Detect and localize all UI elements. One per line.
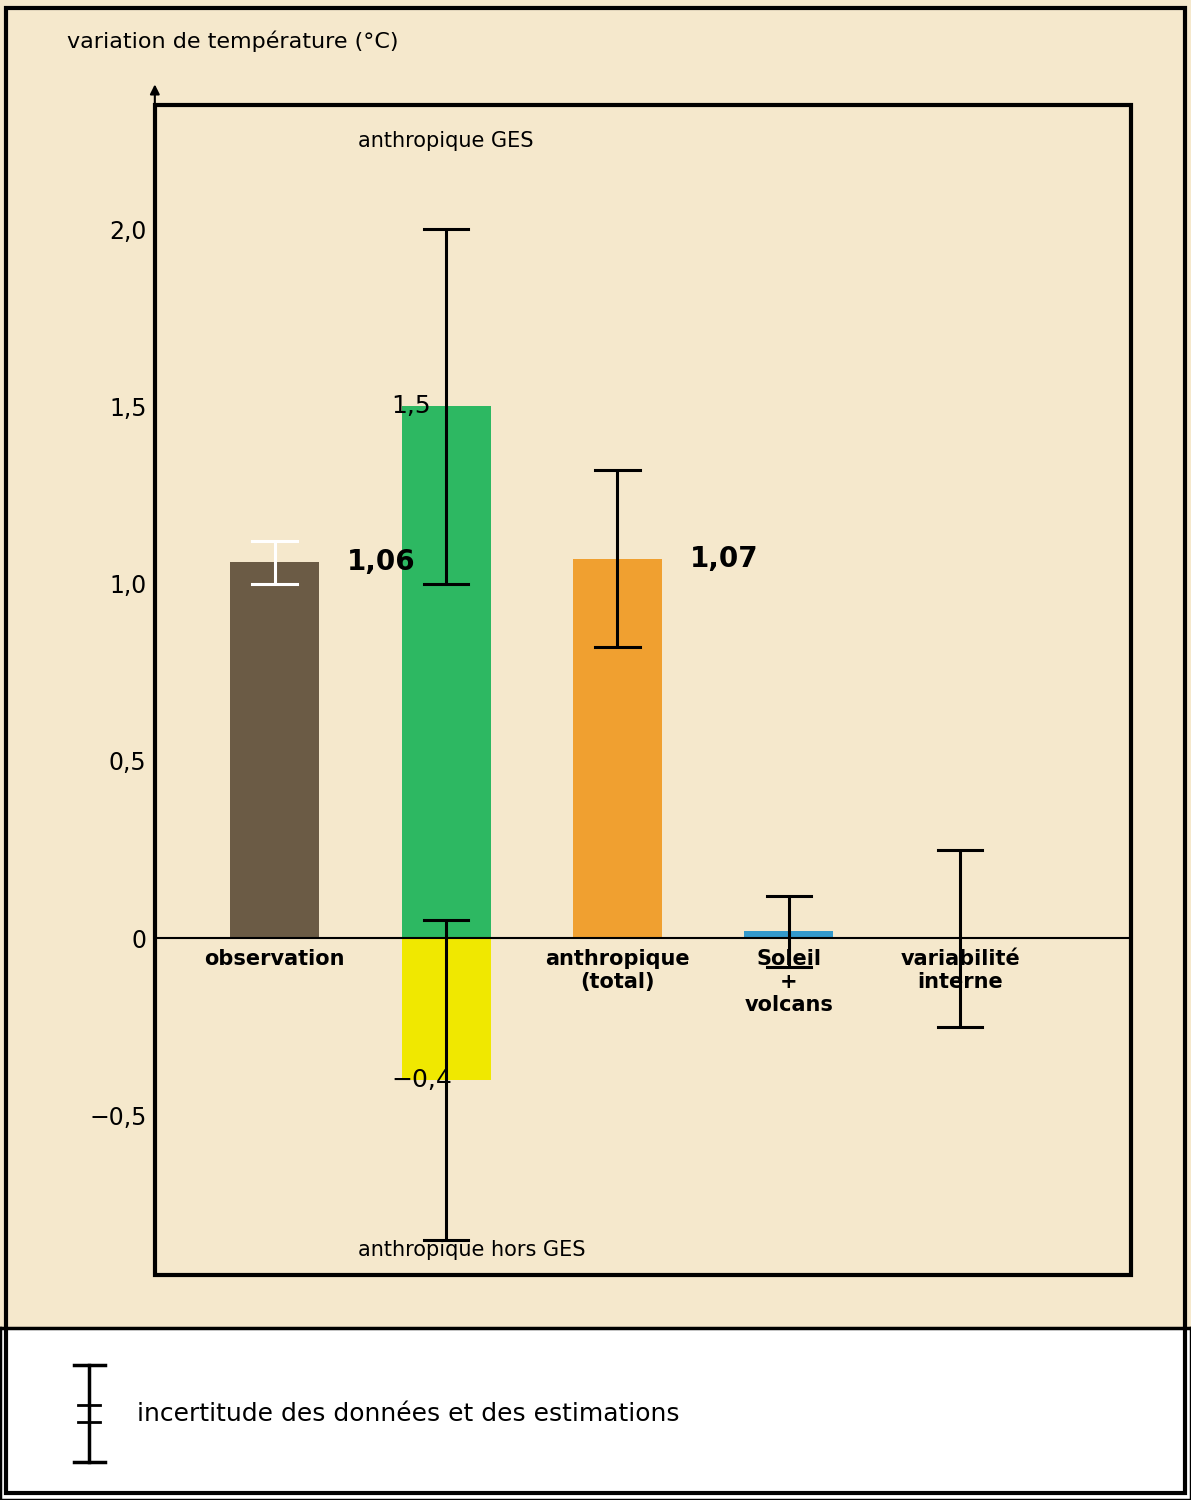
Text: Soleil
+
volcans: Soleil + volcans xyxy=(744,950,834,1016)
Text: anthropique hors GES: anthropique hors GES xyxy=(358,1239,586,1260)
Text: anthropique
(total): anthropique (total) xyxy=(545,950,690,992)
Bar xyxy=(230,562,319,938)
Text: 1,06: 1,06 xyxy=(347,549,416,576)
Bar xyxy=(401,938,491,1080)
Text: variation de température (°C): variation de température (°C) xyxy=(67,32,399,53)
Text: 1,5: 1,5 xyxy=(392,394,431,418)
Text: variabilité
interne: variabilité interne xyxy=(900,950,1019,992)
Bar xyxy=(573,560,662,938)
Text: 1,07: 1,07 xyxy=(690,544,757,573)
Bar xyxy=(744,932,834,938)
Text: −0,4: −0,4 xyxy=(392,1068,453,1092)
Text: anthropique GES: anthropique GES xyxy=(358,130,534,152)
Bar xyxy=(401,406,491,938)
Text: incertitude des données et des estimations: incertitude des données et des estimatio… xyxy=(137,1401,679,1425)
Text: observation: observation xyxy=(205,950,345,969)
